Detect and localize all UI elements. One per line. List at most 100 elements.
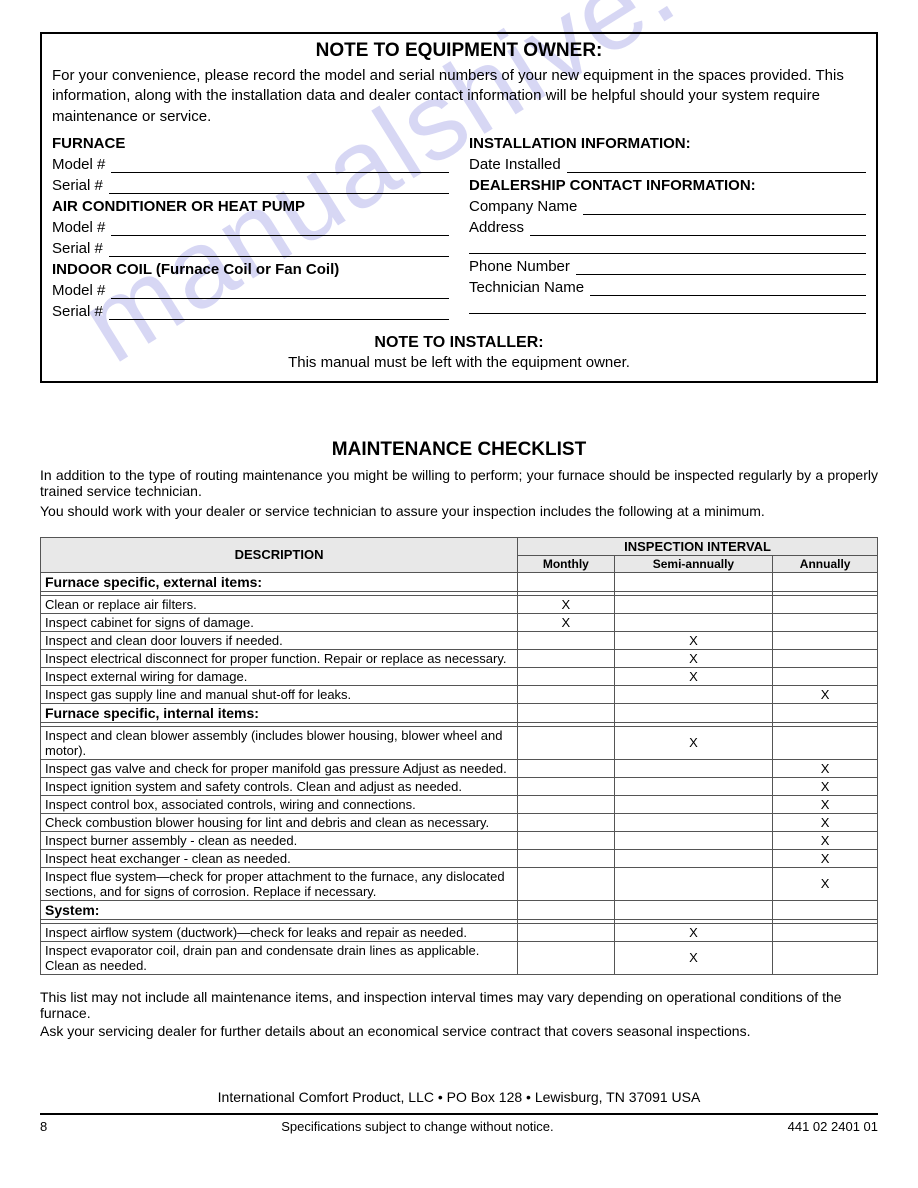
mark-cell xyxy=(518,941,615,974)
form-field-line: Address xyxy=(469,219,866,236)
field-label: Address xyxy=(469,219,530,236)
field-blank[interactable] xyxy=(111,222,449,236)
th-semi-annually: Semi-annually xyxy=(614,555,773,572)
field-blank[interactable] xyxy=(469,240,866,254)
field-blank[interactable] xyxy=(111,159,449,173)
description-cell: Inspect control box, associated controls… xyxy=(41,795,518,813)
description-cell: Inspect burner assembly - clean as neede… xyxy=(41,831,518,849)
field-blank[interactable] xyxy=(530,222,866,236)
th-annually: Annually xyxy=(773,555,878,572)
field-label: Company Name xyxy=(469,198,583,215)
section-cell: System: xyxy=(41,900,518,919)
mark-cell xyxy=(518,649,615,667)
field-label: Date Installed xyxy=(469,156,567,173)
table-row: Inspect evaporator coil, drain pan and c… xyxy=(41,941,878,974)
th-description: DESCRIPTION xyxy=(41,537,518,572)
mark-cell xyxy=(518,631,615,649)
mark-cell xyxy=(614,595,773,613)
form-field-line: Serial # xyxy=(52,303,449,320)
description-cell: Inspect gas valve and check for proper m… xyxy=(41,759,518,777)
form-section-head: INDOOR COIL (Furnace Coil or Fan Coil) xyxy=(52,261,449,278)
page-number: 8 xyxy=(40,1119,47,1134)
form-field-line: Serial # xyxy=(52,240,449,257)
field-blank[interactable] xyxy=(469,300,866,314)
field-label: Technician Name xyxy=(469,279,590,296)
owner-note-body: For your convenience, please record the … xyxy=(52,66,866,127)
after-note-1: This list may not include all maintenanc… xyxy=(40,989,878,1021)
description-cell: Check combustion blower housing for lint… xyxy=(41,813,518,831)
description-cell: Inspect airflow system (ductwork)—check … xyxy=(41,923,518,941)
mark-cell xyxy=(773,900,878,919)
description-cell: Inspect ignition system and safety contr… xyxy=(41,777,518,795)
field-label: Serial # xyxy=(52,303,109,320)
mark-cell: X xyxy=(773,867,878,900)
mark-cell xyxy=(773,649,878,667)
form-field-line xyxy=(469,300,866,314)
mark-cell xyxy=(518,667,615,685)
field-blank[interactable] xyxy=(590,282,866,296)
th-monthly: Monthly xyxy=(518,555,615,572)
mark-cell xyxy=(518,777,615,795)
mark-cell: X xyxy=(773,795,878,813)
field-blank[interactable] xyxy=(109,306,449,320)
mark-cell xyxy=(614,867,773,900)
owner-note-box: NOTE TO EQUIPMENT OWNER: For your conven… xyxy=(40,32,878,383)
field-blank[interactable] xyxy=(567,159,866,173)
form-field-line: Company Name xyxy=(469,198,866,215)
checklist-intro-2: You should work with your dealer or serv… xyxy=(40,503,878,519)
description-cell: Inspect electrical disconnect for proper… xyxy=(41,649,518,667)
table-row: Inspect airflow system (ductwork)—check … xyxy=(41,923,878,941)
description-cell: Inspect flue system—check for proper att… xyxy=(41,867,518,900)
field-label: Phone Number xyxy=(469,258,576,275)
mark-cell: X xyxy=(614,726,773,759)
installer-note-title: NOTE TO INSTALLER: xyxy=(52,334,866,352)
table-row: Clean or replace air filters.X xyxy=(41,595,878,613)
description-cell: Inspect evaporator coil, drain pan and c… xyxy=(41,941,518,974)
mark-cell xyxy=(773,667,878,685)
mark-cell: X xyxy=(773,685,878,703)
table-row: Inspect and clean blower assembly (inclu… xyxy=(41,726,878,759)
mark-cell xyxy=(773,595,878,613)
mark-cell xyxy=(614,813,773,831)
mark-cell xyxy=(518,759,615,777)
mark-cell xyxy=(614,759,773,777)
checklist-intro-1: In addition to the type of routing maint… xyxy=(40,467,878,499)
field-blank[interactable] xyxy=(583,201,866,215)
field-blank[interactable] xyxy=(109,180,449,194)
mark-cell xyxy=(614,777,773,795)
footer-center-text: Specifications subject to change without… xyxy=(281,1119,553,1134)
description-cell: Inspect cabinet for signs of damage. xyxy=(41,613,518,631)
company-address: International Comfort Product, LLC • PO … xyxy=(40,1089,878,1105)
mark-cell xyxy=(773,703,878,722)
mark-cell xyxy=(614,572,773,591)
table-row: Inspect ignition system and safety contr… xyxy=(41,777,878,795)
mark-cell xyxy=(773,941,878,974)
after-table-notes: This list may not include all maintenanc… xyxy=(40,989,878,1039)
mark-cell xyxy=(518,923,615,941)
mark-cell xyxy=(518,795,615,813)
form-field-line: Date Installed xyxy=(469,156,866,173)
form-field-line: Model # xyxy=(52,282,449,299)
mark-cell xyxy=(518,726,615,759)
field-blank[interactable] xyxy=(111,285,449,299)
owner-note-title: NOTE TO EQUIPMENT OWNER: xyxy=(52,40,866,62)
mark-cell xyxy=(614,613,773,631)
description-cell: Clean or replace air filters. xyxy=(41,595,518,613)
form-field-line: Technician Name xyxy=(469,279,866,296)
form-field-line: Phone Number xyxy=(469,258,866,275)
table-row: Inspect burner assembly - clean as neede… xyxy=(41,831,878,849)
footer-row: 8 Specifications subject to change witho… xyxy=(40,1115,878,1134)
field-blank[interactable] xyxy=(576,261,866,275)
form-section-head: AIR CONDITIONER OR HEAT PUMP xyxy=(52,198,449,215)
th-interval: INSPECTION INTERVAL xyxy=(518,537,878,555)
mark-cell: X xyxy=(518,613,615,631)
mark-cell: X xyxy=(773,777,878,795)
form-right-column: INSTALLATION INFORMATION:Date InstalledD… xyxy=(469,133,866,324)
mark-cell xyxy=(614,685,773,703)
checklist-title: MAINTENANCE CHECKLIST xyxy=(40,439,878,461)
mark-cell: X xyxy=(614,631,773,649)
form-section-head: INSTALLATION INFORMATION: xyxy=(469,135,866,152)
field-blank[interactable] xyxy=(109,243,449,257)
mark-cell xyxy=(518,849,615,867)
after-note-2: Ask your servicing dealer for further de… xyxy=(40,1023,878,1039)
